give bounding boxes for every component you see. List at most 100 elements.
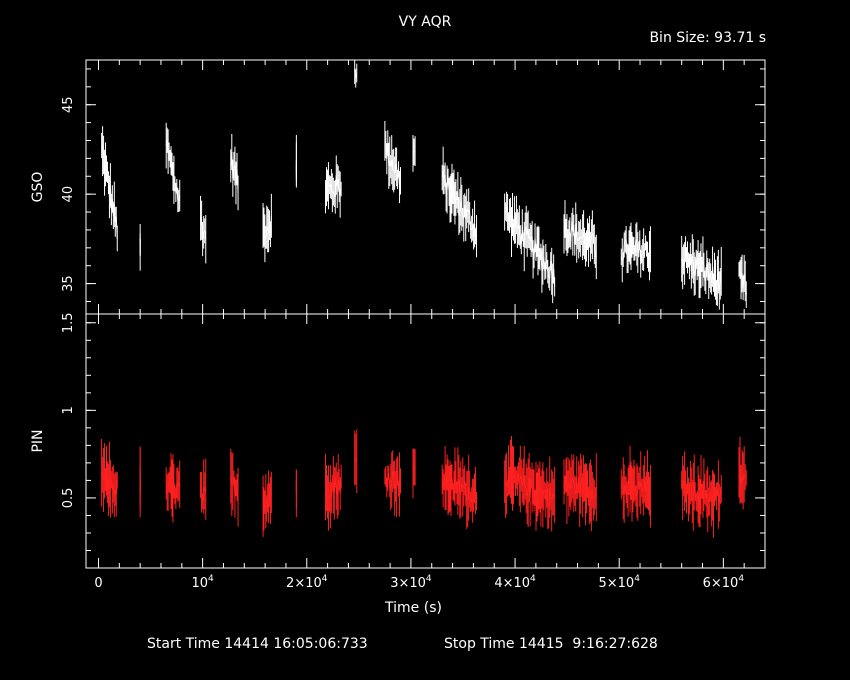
data-point-link bbox=[594, 487, 597, 499]
data-point-link bbox=[583, 478, 586, 484]
start-time-label: Start Time 14414 16:05:06:733 bbox=[147, 636, 368, 652]
data-point-link bbox=[391, 471, 394, 480]
data-segment bbox=[441, 146, 478, 258]
data-segment bbox=[384, 121, 402, 204]
data-point-link bbox=[629, 479, 632, 482]
data-segment bbox=[230, 448, 239, 527]
data-point-link bbox=[546, 260, 549, 272]
data-point-link bbox=[527, 229, 530, 239]
y-tick-label: 35 bbox=[61, 275, 76, 292]
x-tick-label: 3×104 bbox=[390, 574, 432, 591]
data-point-link bbox=[698, 274, 701, 276]
data-point-link bbox=[105, 164, 107, 169]
data-point-link bbox=[705, 263, 708, 281]
data-point-link bbox=[474, 223, 477, 237]
data-point-link bbox=[530, 478, 533, 488]
data-point-link bbox=[521, 225, 524, 240]
data-point-link bbox=[630, 480, 633, 494]
data-point-link bbox=[171, 164, 174, 177]
data-point-link bbox=[593, 244, 596, 253]
data-point-link bbox=[454, 476, 457, 478]
data-point-link bbox=[633, 480, 636, 484]
data-point-link bbox=[692, 261, 695, 275]
data-point-link bbox=[577, 239, 580, 241]
data-point-link bbox=[635, 239, 638, 245]
data-point-link bbox=[518, 225, 521, 238]
data-point-link bbox=[328, 496, 330, 499]
data-point-link bbox=[518, 478, 521, 482]
data-point-link bbox=[627, 479, 630, 493]
data-point-link bbox=[399, 180, 402, 188]
data-segment bbox=[738, 436, 747, 510]
data-point-link bbox=[106, 168, 108, 173]
data-segment bbox=[412, 448, 416, 499]
data-point-link bbox=[645, 242, 648, 250]
data-point-link bbox=[575, 223, 578, 239]
data-point-link bbox=[537, 488, 540, 491]
data-point-link bbox=[571, 477, 574, 480]
data-point-link bbox=[685, 249, 688, 258]
data-point-link bbox=[542, 490, 545, 496]
data-point-link bbox=[384, 140, 387, 145]
data-point-link bbox=[567, 234, 570, 242]
data-point-link bbox=[449, 197, 452, 200]
data-point-link bbox=[445, 189, 448, 198]
data-point-link bbox=[506, 206, 509, 213]
data-point-link bbox=[744, 476, 747, 479]
data-segment bbox=[165, 453, 181, 523]
data-point-link bbox=[531, 236, 534, 260]
data-point-link bbox=[109, 185, 112, 210]
data-point-link bbox=[178, 195, 181, 202]
data-point-link bbox=[623, 241, 626, 246]
data-point-link bbox=[413, 150, 416, 153]
data-segment bbox=[230, 133, 239, 211]
data-point-link bbox=[269, 492, 272, 501]
data-point-link bbox=[536, 490, 539, 498]
data-point-link bbox=[639, 240, 642, 264]
data-point-link bbox=[456, 481, 459, 493]
data-segment bbox=[563, 453, 597, 532]
data-point-link bbox=[622, 245, 625, 260]
data-point-link bbox=[412, 151, 415, 154]
data-point-link bbox=[580, 236, 582, 239]
x-tick-label: 104 bbox=[191, 574, 214, 591]
data-point-link bbox=[504, 211, 506, 213]
data-point-link bbox=[204, 230, 207, 240]
data-point-link bbox=[262, 225, 265, 228]
y-tick-label: 45 bbox=[61, 96, 76, 113]
data-point-link bbox=[170, 480, 173, 489]
data-point-link bbox=[533, 490, 536, 498]
data-point-link bbox=[585, 245, 587, 250]
data-point-link bbox=[743, 474, 746, 478]
data-point-link bbox=[536, 241, 539, 251]
data-point-link bbox=[325, 486, 327, 489]
data-point-link bbox=[742, 474, 745, 482]
data-point-link bbox=[447, 176, 450, 193]
data-point-link bbox=[648, 249, 651, 256]
data-point-link bbox=[453, 476, 456, 487]
data-point-link bbox=[702, 484, 705, 500]
data-point-link bbox=[172, 176, 175, 180]
data-point-link bbox=[708, 495, 711, 502]
data-point-link bbox=[106, 470, 108, 483]
data-point-link bbox=[691, 496, 694, 502]
data-point-link bbox=[267, 496, 269, 499]
data-segment bbox=[354, 429, 358, 494]
data-point-link bbox=[526, 492, 529, 497]
data-point-link bbox=[626, 491, 629, 495]
data-point-link bbox=[550, 261, 553, 272]
data-point-link bbox=[592, 234, 595, 245]
x-axis-label: Time (s) bbox=[384, 600, 442, 616]
data-point-link bbox=[546, 487, 549, 506]
data-point-link bbox=[354, 457, 357, 460]
data-point-link bbox=[687, 257, 689, 261]
data-point-link bbox=[264, 236, 267, 239]
data-point-link bbox=[714, 274, 716, 280]
data-point-link bbox=[717, 271, 720, 291]
data-point-link bbox=[589, 236, 592, 247]
data-point-link bbox=[564, 218, 567, 235]
data-segment bbox=[325, 155, 342, 218]
series-gso bbox=[101, 60, 747, 310]
data-point-link bbox=[525, 488, 528, 497]
data-point-link bbox=[102, 151, 105, 156]
